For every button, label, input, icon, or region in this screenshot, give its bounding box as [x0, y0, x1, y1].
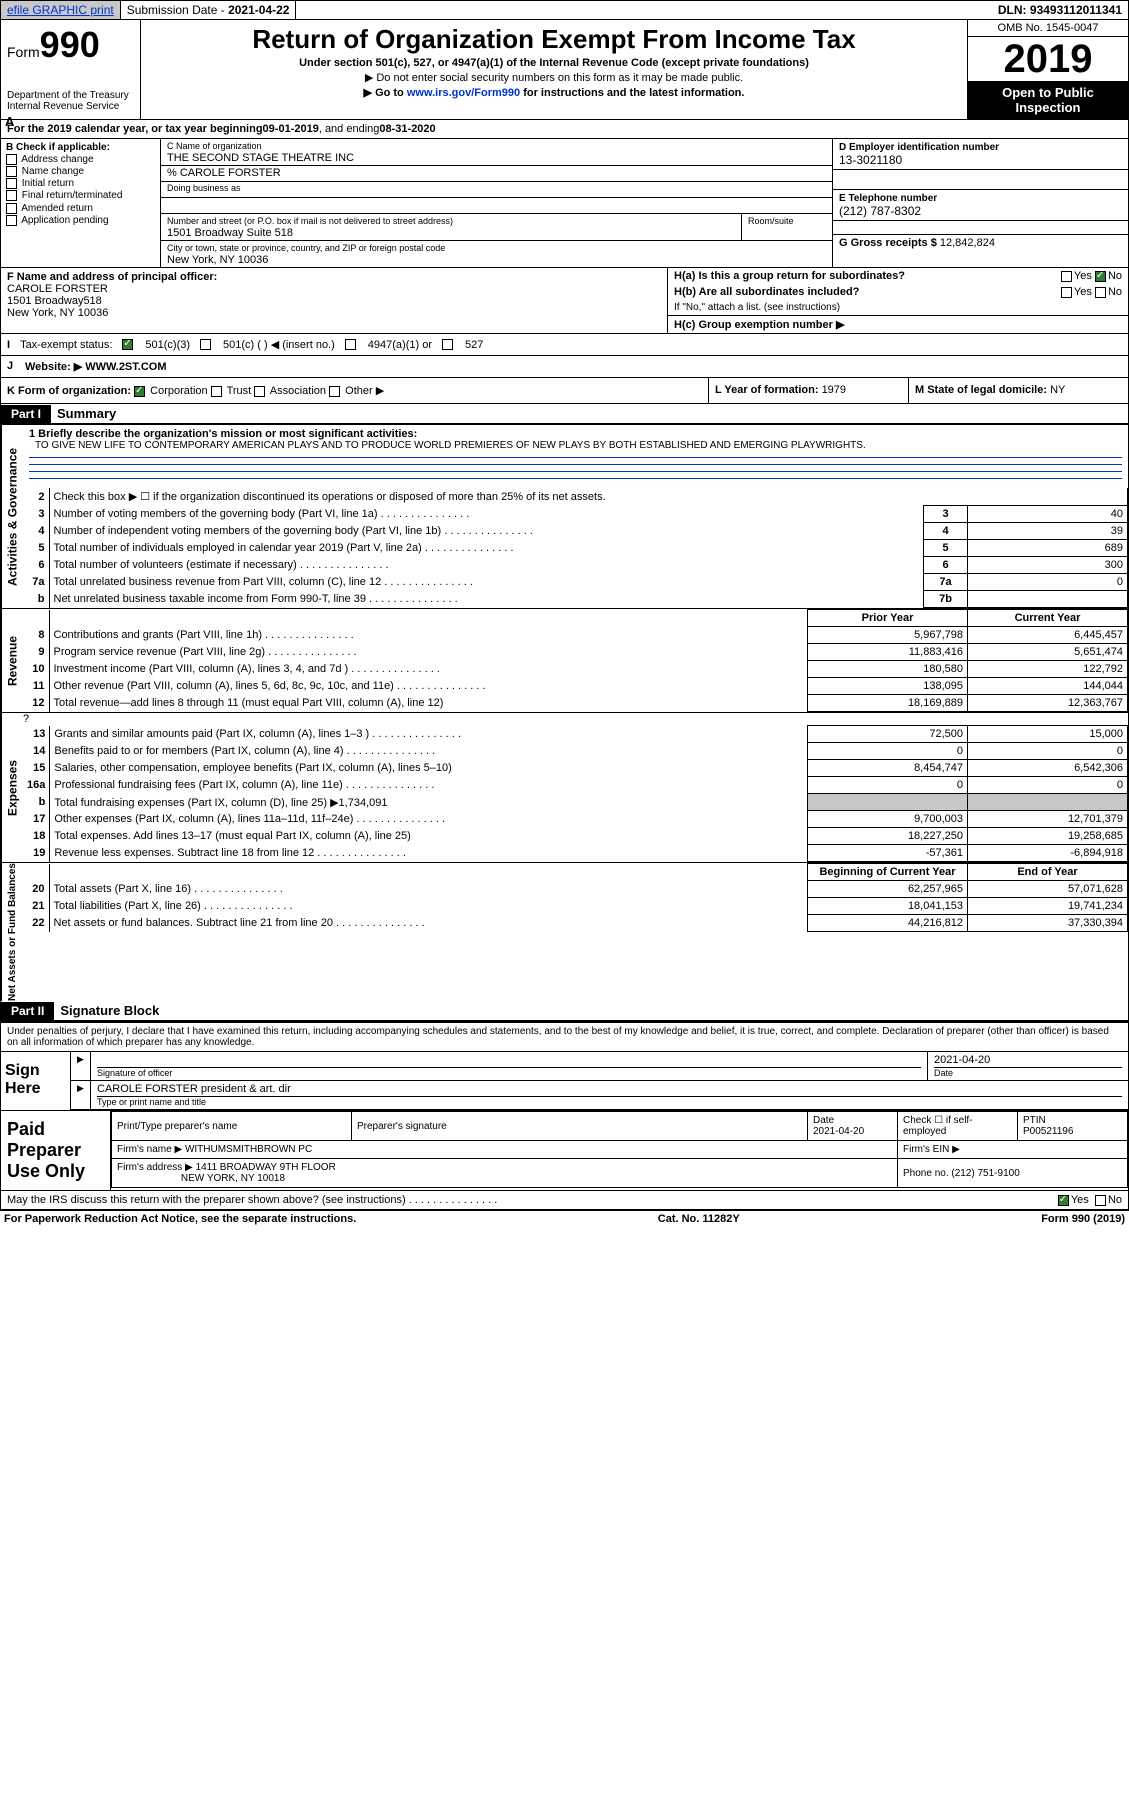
chk-assoc[interactable] [254, 386, 265, 397]
website-url: WWW.2ST.COM [85, 361, 166, 373]
chk-final[interactable]: Final return/terminated [6, 190, 155, 201]
chk-address[interactable]: Address change [6, 154, 155, 165]
top-toolbar: efile GRAPHIC print Submission Date - 20… [0, 0, 1129, 20]
row-KLM: K Form of organization: Corporation Trus… [1, 377, 1128, 404]
row-BCDE: B Check if applicable: Address change Na… [1, 138, 1128, 267]
vtab-exp: Expenses [1, 713, 23, 862]
street: 1501 Broadway Suite 518 [167, 227, 293, 239]
row-J-website: J Website: ▶ WWW.2ST.COM [1, 355, 1128, 377]
preparer-table: Print/Type preparer's name Preparer's si… [111, 1111, 1128, 1188]
chk-trust[interactable] [211, 386, 222, 397]
chk-other[interactable] [329, 386, 340, 397]
form-number: 990 [40, 24, 100, 65]
chk-501c[interactable] [200, 339, 211, 350]
chk-501c3[interactable] [122, 339, 133, 350]
vtab-ag: Activities & Governance [1, 425, 23, 608]
block-M: M State of legal domicile: NY [908, 378, 1128, 403]
block-C: C Name of organizationTHE SECOND STAGE T… [161, 139, 833, 267]
table-expenses: 13Grants and similar amounts paid (Part … [23, 725, 1128, 862]
row-FH: F Name and address of principal officer:… [1, 267, 1128, 333]
care-of: % CAROLE FORSTER [161, 166, 832, 182]
block-K: K Form of organization: Corporation Trus… [1, 378, 708, 403]
footer-mid: Cat. No. 11282Y [658, 1213, 740, 1225]
chk-initial[interactable]: Initial return [6, 178, 155, 189]
city: New York, NY 10036 [167, 254, 268, 266]
chk-name[interactable]: Name change [6, 166, 155, 177]
section-expenses: Expenses ? 13Grants and similar amounts … [1, 712, 1128, 862]
dept-label: Department of the Treasury Internal Reve… [7, 90, 134, 112]
officer-name: CAROLE FORSTER [7, 283, 108, 295]
row-A: A For the 2019 calendar year, or tax yea… [1, 119, 1128, 138]
discuss-row: May the IRS discuss this return with the… [1, 1190, 1128, 1209]
irs-link[interactable]: www.irs.gov/Form990 [407, 87, 520, 99]
chk-pending[interactable]: Application pending [6, 215, 155, 226]
table-ag: 2Check this box ▶ ☐ if the organization … [23, 488, 1128, 608]
signature-section: Under penalties of perjury, I declare th… [1, 1021, 1128, 1209]
vtab-na: Net Assets or Fund Balances [1, 863, 23, 1001]
footer-right: Form 990 (2019) [1041, 1213, 1125, 1225]
mission-text: TO GIVE NEW LIFE TO CONTEMPORARY AMERICA… [29, 440, 1122, 451]
section-activities-governance: Activities & Governance 1 Briefly descri… [1, 424, 1128, 608]
submission-date-label: Submission Date - 2021-04-22 [121, 1, 297, 19]
firm-name: WITHUMSMITHBROWN PC [185, 1144, 312, 1155]
chk-amended[interactable]: Amended return [6, 203, 155, 214]
open-public-badge: Open to Public Inspection [968, 81, 1128, 119]
year-cell: OMB No. 1545-0047 2019 Open to Public In… [968, 20, 1128, 119]
paid-preparer-label: Paid Preparer Use Only [1, 1111, 111, 1190]
block-DEG: D Employer identification number13-30211… [833, 139, 1128, 267]
chk-527[interactable] [442, 339, 453, 350]
note-ssn: ▶ Do not enter social security numbers o… [147, 71, 961, 84]
dba-label: Doing business as [161, 182, 832, 198]
efile-link[interactable]: efile GRAPHIC print [1, 1, 121, 19]
officer-typed: CAROLE FORSTER president & art. dir [97, 1083, 1122, 1097]
block-L: L Year of formation: 1979 [708, 378, 908, 403]
penalty-text: Under penalties of perjury, I declare th… [1, 1023, 1128, 1051]
phone: (212) 787-8302 [839, 204, 921, 218]
gross-receipts: 12,842,824 [940, 237, 995, 249]
block-F: F Name and address of principal officer:… [1, 268, 668, 333]
block-H: H(a) Is this a group return for subordin… [668, 268, 1128, 333]
page-footer: For Paperwork Reduction Act Notice, see … [0, 1210, 1129, 1227]
vtab-rev: Revenue [1, 609, 23, 712]
part2-header: Part II Signature Block [1, 1001, 1128, 1021]
note-link: ▶ Go to www.irs.gov/Form990 for instruct… [147, 86, 961, 99]
section-net-assets: Net Assets or Fund Balances Beginning of… [1, 862, 1128, 1001]
form-id-cell: Form990 Department of the Treasury Inter… [1, 20, 141, 119]
form-word: Form [7, 44, 40, 60]
table-net-assets: Beginning of Current YearEnd of Year 20T… [23, 863, 1128, 932]
sign-here-label: Sign Here [1, 1052, 71, 1110]
paid-preparer-block: Paid Preparer Use Only Print/Type prepar… [1, 1110, 1128, 1190]
chk-4947[interactable] [345, 339, 356, 350]
preparer-phone: (212) 751-9100 [951, 1168, 1019, 1179]
tax-year: 2019 [968, 37, 1128, 81]
chk-corp[interactable] [134, 386, 145, 397]
ein: 13-3021180 [839, 153, 902, 167]
table-revenue: Prior YearCurrent Year 8Contributions an… [23, 609, 1128, 712]
sign-here-block: Sign Here ▶ Signature of officer 2021-04… [1, 1051, 1128, 1110]
chk-discuss-no[interactable] [1095, 1195, 1106, 1206]
chk-discuss-yes[interactable] [1058, 1195, 1069, 1206]
ptin: P00521196 [1023, 1126, 1073, 1137]
footer-left: For Paperwork Reduction Act Notice, see … [4, 1213, 356, 1225]
form-title-cell: Return of Organization Exempt From Incom… [141, 20, 968, 119]
mission-block: 1 Briefly describe the organization's mi… [23, 425, 1128, 488]
row-I-tax-status: I Tax-exempt status: 501(c)(3) 501(c) ( … [1, 333, 1128, 355]
form-header: Form990 Department of the Treasury Inter… [1, 20, 1128, 119]
dln-label: DLN: 93493112011341 [992, 1, 1128, 19]
block-B: B Check if applicable: Address change Na… [1, 139, 161, 267]
section-revenue: Revenue Prior YearCurrent Year 8Contribu… [1, 608, 1128, 712]
form-subtitle: Under section 501(c), 527, or 4947(a)(1)… [147, 57, 961, 69]
org-name: THE SECOND STAGE THEATRE INC [167, 152, 354, 164]
omb-number: OMB No. 1545-0047 [968, 20, 1128, 37]
part1-header: Part I Summary [1, 404, 1128, 424]
form-title: Return of Organization Exempt From Incom… [147, 24, 961, 55]
form-container: Form990 Department of the Treasury Inter… [0, 20, 1129, 1210]
